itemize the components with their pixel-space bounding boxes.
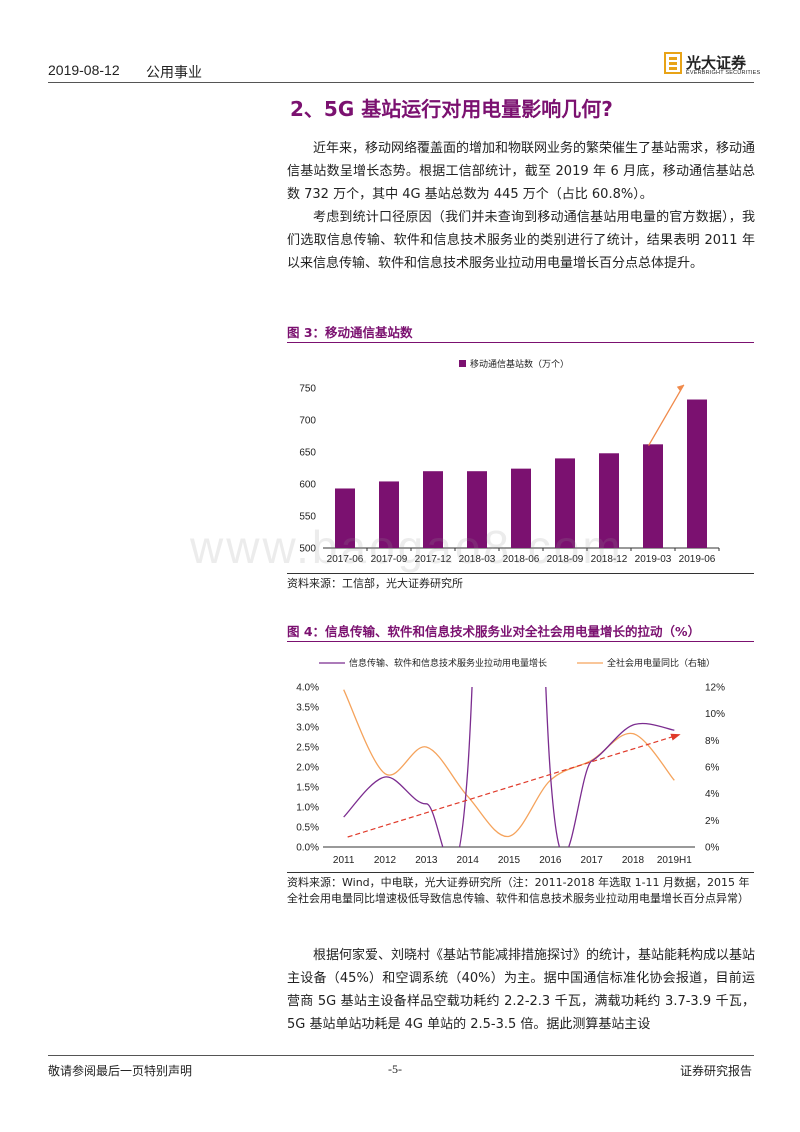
legend-label-series-1: 信息传输、软件和信息技术服务业拉动用电量增长 [349,657,547,669]
y-left-tick-label: 3.0% [296,723,319,734]
figure-4-bottom-rule [287,872,754,873]
y-left-tick-label: 2.5% [296,743,319,754]
y-right-tick-label: 8% [705,736,720,747]
footer-report-type: 证券研究报告 [680,1064,753,1078]
bar [467,471,487,548]
series-line-total-power-growth [343,689,675,837]
bar [423,471,443,548]
y-left-tick-label: 1.0% [296,803,319,814]
x-tick-label: 2017-06 [327,554,364,565]
x-tick-label: 2015 [498,855,521,866]
header-divider [48,82,754,83]
bar [335,488,355,548]
series-line-it-contribution [343,687,675,847]
x-tick-label: 2012 [374,855,397,866]
section-title: 2、5G 基站运行对用电量影响几何? [290,97,613,121]
figure-4-top-rule [287,641,754,642]
footer-disclaimer: 敬请参阅最后一页特别声明 [48,1064,193,1078]
legend-swatch [459,360,466,367]
x-tick-label: 2011 [333,855,355,866]
y-tick-label: 650 [299,448,316,459]
bar [687,399,707,548]
y-right-tick-label: 6% [705,763,720,774]
trend-arrow-line [648,384,685,446]
report-sector: 公用事业 [146,65,202,81]
y-left-tick-label: 0.0% [296,843,319,854]
x-tick-label: 2014 [457,855,480,866]
watermark: www.baogao8.com [190,521,624,573]
y-left-tick-label: 4.0% [296,683,319,694]
figure-3-top-rule [287,342,754,343]
figure-4-chart: 信息传输、软件和信息技术服务业拉动用电量增长 全社会用电量同比（右轴） 0.0% 0.… [296,657,725,866]
y-left-tick-label: 1.5% [296,783,319,794]
y-tick-label: 700 [299,416,316,427]
x-tick-label: 2018-03 [459,554,496,565]
bar [379,481,399,548]
report-date: 2019-08-12 [48,62,120,78]
x-tick-label: 2017-12 [415,554,452,565]
x-tick-label: 2018-06 [503,554,540,565]
y-left-tick-label: 0.5% [296,823,319,834]
x-tick-label: 2019H1 [657,855,692,866]
trend-arrow-head [676,384,684,391]
figure-3-title: 图 3：移动通信基站数 [287,325,413,340]
x-tick-label: 2019-03 [635,554,672,565]
y-tick-label: 550 [299,512,316,523]
y-right-tick-label: 10% [705,709,725,720]
trend-arrow-dashed [347,733,681,838]
paragraph-3: 根据何家爱、刘晓村《基站节能减排措施探讨》的统计，基站能耗构成以基站主设备（45… [287,948,756,1032]
x-tick-label: 2013 [415,855,438,866]
bar [555,458,575,548]
y-tick-label: 750 [299,384,316,395]
bar [511,468,531,548]
figure-4-title: 图 4：信息传输、软件和信息技术服务业对全社会用电量增长的拉动（%） [287,624,701,639]
y-tick-label: 600 [299,480,316,491]
page-number: -5- [388,1062,402,1076]
figure-3-source: 资料来源：工信部，光大证券研究所 [287,577,463,590]
x-tick-label: 2018 [622,855,645,866]
y-left-tick-label: 3.5% [296,703,319,714]
bar [599,453,619,548]
logo-chinese-name: 光大证券 [686,54,747,72]
x-tick-label: 2018-09 [547,554,584,565]
y-right-tick-label: 4% [705,789,720,800]
y-left-tick-label: 2.0% [296,763,319,774]
bar [643,444,663,548]
footer-divider [48,1055,754,1056]
figure-4-source: 资料来源：Wind，中电联，光大证券研究所（注：2011-2018 年选取 1-… [287,876,750,905]
logo-english-name: EVERBRIGHT SECURITIES [686,70,761,76]
x-tick-label: 2018-12 [591,554,628,565]
y-right-tick-label: 0% [705,843,720,854]
figure-3-chart: 移动通信基站数（万个） 500 550 600 650 700 750 2017-06 2017… [299,358,720,565]
figure-3-bottom-rule [287,573,754,574]
y-right-tick-label: 2% [705,816,720,827]
broker-logo-icon [664,52,682,74]
x-tick-label: 2019-06 [679,554,716,565]
legend-label-series-2: 全社会用电量同比（右轴） [607,657,715,669]
x-tick-label: 2016 [539,855,562,866]
x-tick-label: 2017 [581,855,604,866]
legend-label: 移动通信基站数（万个） [470,358,569,370]
paragraph-2: 考虑到统计口径原因（我们并未查询到移动通信基站用电量的官方数据），我们选取信息传… [287,210,755,271]
paragraph-1: 近年来，移动网络覆盖面的增加和物联网业务的繁荣催生了基站需求，移动通信基站数呈增… [287,141,756,202]
x-tick-label: 2017-09 [371,554,408,565]
y-tick-label: 500 [299,544,316,555]
y-right-tick-label: 12% [705,683,725,694]
